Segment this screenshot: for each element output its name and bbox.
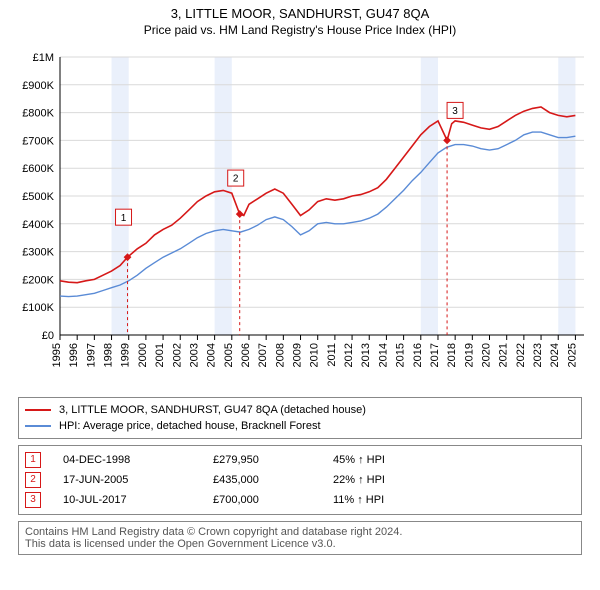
x-tick-label: 2000 [137, 343, 149, 367]
y-tick-label: £1M [33, 52, 54, 64]
x-tick-label: 2023 [532, 343, 544, 367]
x-tick-label: 2020 [481, 343, 493, 367]
x-tick-label: 2009 [292, 343, 304, 367]
legend-label: HPI: Average price, detached house, Brac… [59, 420, 321, 432]
sale-price: £279,950 [213, 454, 333, 466]
x-tick-label: 2007 [257, 343, 269, 367]
x-tick-label: 2017 [429, 343, 441, 367]
legend-label: 3, LITTLE MOOR, SANDHURST, GU47 8QA (det… [59, 404, 366, 416]
license-note: Contains HM Land Registry data © Crown c… [18, 521, 582, 555]
x-tick-label: 2022 [515, 343, 527, 367]
x-tick-label: 2004 [206, 343, 218, 367]
sale-date: 10-JUL-2017 [63, 494, 213, 506]
x-tick-label: 2013 [360, 343, 372, 367]
sale-marker-badge: 1 [25, 452, 41, 468]
x-tick-label: 2006 [240, 343, 252, 367]
license-line: This data is licensed under the Open Gov… [25, 538, 575, 550]
series-hpi [60, 132, 575, 297]
y-tick-label: £300K [22, 246, 54, 258]
y-tick-label: £700K [22, 135, 54, 147]
y-tick-label: £0 [42, 330, 54, 342]
sale-date: 17-JUN-2005 [63, 474, 213, 486]
sale-marker-icon [444, 137, 450, 143]
x-tick-label: 1999 [120, 343, 132, 367]
sale-marker-number: 1 [121, 213, 127, 224]
y-tick-label: £100K [22, 302, 54, 314]
series-price_paid [60, 107, 575, 283]
sale-marker-number: 2 [233, 174, 239, 185]
legend-swatch [25, 425, 51, 427]
y-tick-label: £800K [22, 107, 54, 119]
x-tick-label: 2016 [412, 343, 424, 367]
x-tick-label: 2001 [154, 343, 166, 367]
x-tick-label: 1995 [51, 343, 63, 367]
sale-date: 04-DEC-1998 [63, 454, 213, 466]
sale-delta: 11% ↑ HPI [333, 494, 384, 506]
x-tick-label: 2014 [377, 343, 389, 367]
sale-price: £700,000 [213, 494, 333, 506]
sale-row: 2 17-JUN-2005£435,00022% ↑ HPI [25, 470, 575, 490]
sale-marker-number: 3 [452, 106, 458, 117]
y-tick-label: £900K [22, 80, 54, 92]
x-tick-label: 1998 [103, 343, 115, 367]
x-tick-label: 2024 [549, 343, 561, 367]
sale-row: 1 04-DEC-1998£279,95045% ↑ HPI [25, 450, 575, 470]
legend-item: HPI: Average price, detached house, Brac… [25, 418, 575, 434]
y-tick-label: £600K [22, 163, 54, 175]
sales-table: 1 04-DEC-1998£279,95045% ↑ HPI 2 17-JUN-200… [18, 445, 582, 515]
x-tick-label: 2025 [566, 343, 578, 367]
x-tick-label: 1996 [68, 343, 80, 367]
x-tick-label: 2021 [498, 343, 510, 367]
legend-swatch [25, 409, 51, 411]
legend-item: 3, LITTLE MOOR, SANDHURST, GU47 8QA (det… [25, 402, 575, 418]
sale-price: £435,000 [213, 474, 333, 486]
sale-delta: 45% ↑ HPI [333, 454, 385, 466]
y-tick-label: £200K [22, 274, 54, 286]
x-tick-label: 2012 [343, 343, 355, 367]
x-tick-label: 2003 [188, 343, 200, 367]
x-tick-label: 2015 [395, 343, 407, 367]
y-tick-label: £500K [22, 191, 54, 203]
sale-marker-badge: 3 [25, 492, 41, 508]
chart-subtitle: Price paid vs. HM Land Registry's House … [8, 23, 592, 37]
x-tick-label: 2011 [326, 343, 338, 367]
sale-marker-icon [237, 211, 243, 217]
x-tick-label: 2010 [309, 343, 321, 367]
sale-marker-badge: 2 [25, 472, 41, 488]
chart-title: 3, LITTLE MOOR, SANDHURST, GU47 8QA [8, 6, 592, 23]
x-tick-label: 2019 [463, 343, 475, 367]
x-tick-label: 2002 [171, 343, 183, 367]
chart-container: 3, LITTLE MOOR, SANDHURST, GU47 8QA Pric… [0, 0, 600, 563]
line-chart: £0 £100K £200K £300K £400K £500K £600K £700K £80… [8, 41, 592, 391]
y-tick-label: £400K [22, 219, 54, 231]
sale-delta: 22% ↑ HPI [333, 474, 385, 486]
x-tick-label: 1997 [85, 343, 97, 367]
x-tick-label: 2008 [274, 343, 286, 367]
sale-row: 3 10-JUL-2017£700,00011% ↑ HPI [25, 490, 575, 510]
legend: 3, LITTLE MOOR, SANDHURST, GU47 8QA (det… [18, 397, 582, 439]
license-line: Contains HM Land Registry data © Crown c… [25, 526, 575, 538]
x-tick-label: 2005 [223, 343, 235, 367]
x-tick-label: 2018 [446, 343, 458, 367]
